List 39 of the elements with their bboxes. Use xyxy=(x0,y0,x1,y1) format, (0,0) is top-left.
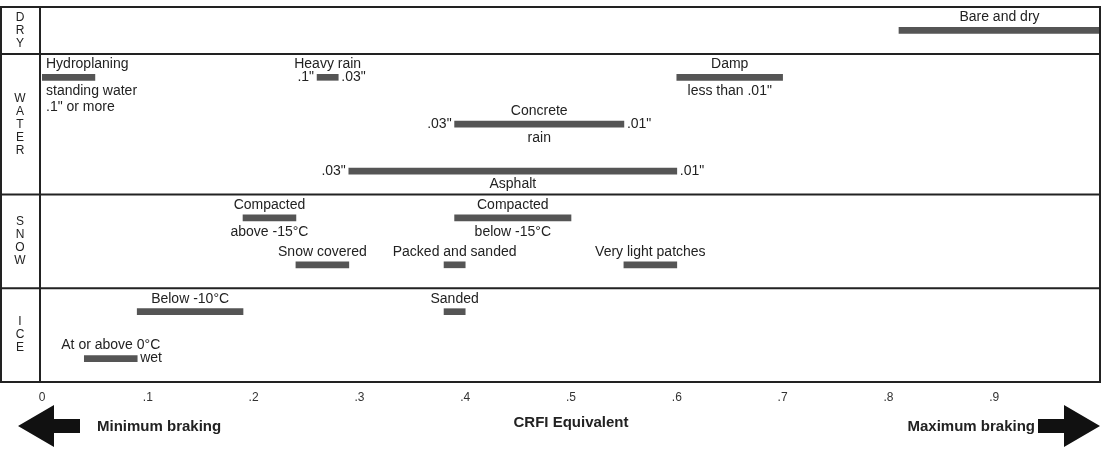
annotation: rain xyxy=(527,129,551,146)
x-tick-label: .2 xyxy=(248,389,259,404)
x-tick-label: .9 xyxy=(989,389,1000,404)
text: ICE xyxy=(15,314,25,355)
text: SNOW xyxy=(14,214,27,268)
annotation: .03" xyxy=(427,115,452,132)
annotation: .03" xyxy=(321,161,346,178)
x-tick-label: .7 xyxy=(777,389,788,404)
annotation: standing water xyxy=(46,82,138,99)
series-label: Concrete xyxy=(510,102,568,119)
x-tick-label: .8 xyxy=(883,389,894,404)
series-label: Sanded xyxy=(430,289,479,306)
x-tick-label: .5 xyxy=(565,389,577,404)
annotation: less than .01" xyxy=(687,82,772,99)
x-tick-label: .4 xyxy=(460,389,471,404)
series-label: Snow covered xyxy=(278,242,367,259)
series-label: Asphalt xyxy=(489,174,537,191)
text: WATER xyxy=(14,90,27,157)
series-label: Damp xyxy=(711,55,749,72)
x-tick-label: 0 xyxy=(38,389,46,404)
text: Maximum braking xyxy=(907,417,1035,435)
text: DRY xyxy=(15,9,25,50)
series-label: Packed and sanded xyxy=(392,242,517,259)
annotation: .01" xyxy=(626,115,652,132)
x-tick-label: .3 xyxy=(354,389,365,404)
annotation: above -15°C xyxy=(230,222,309,239)
series-label: Very light patches xyxy=(595,242,706,259)
x-axis-title: CRFI Equivalent xyxy=(513,413,629,431)
annotation: .1" or more xyxy=(46,98,115,115)
text: Minimum braking xyxy=(97,417,222,435)
series-label: Hydroplaning xyxy=(46,55,129,72)
x-tick-label: .6 xyxy=(671,389,683,404)
series-label: Bare and dry xyxy=(959,8,1040,25)
series-label: Compacted xyxy=(233,195,306,212)
series-label: Compacted xyxy=(477,195,549,212)
series-label: Below -10°C xyxy=(151,289,230,306)
annotation: .01" xyxy=(679,161,705,178)
annotation: below -15°C xyxy=(474,222,552,239)
x-tick-label: .1 xyxy=(142,389,154,404)
